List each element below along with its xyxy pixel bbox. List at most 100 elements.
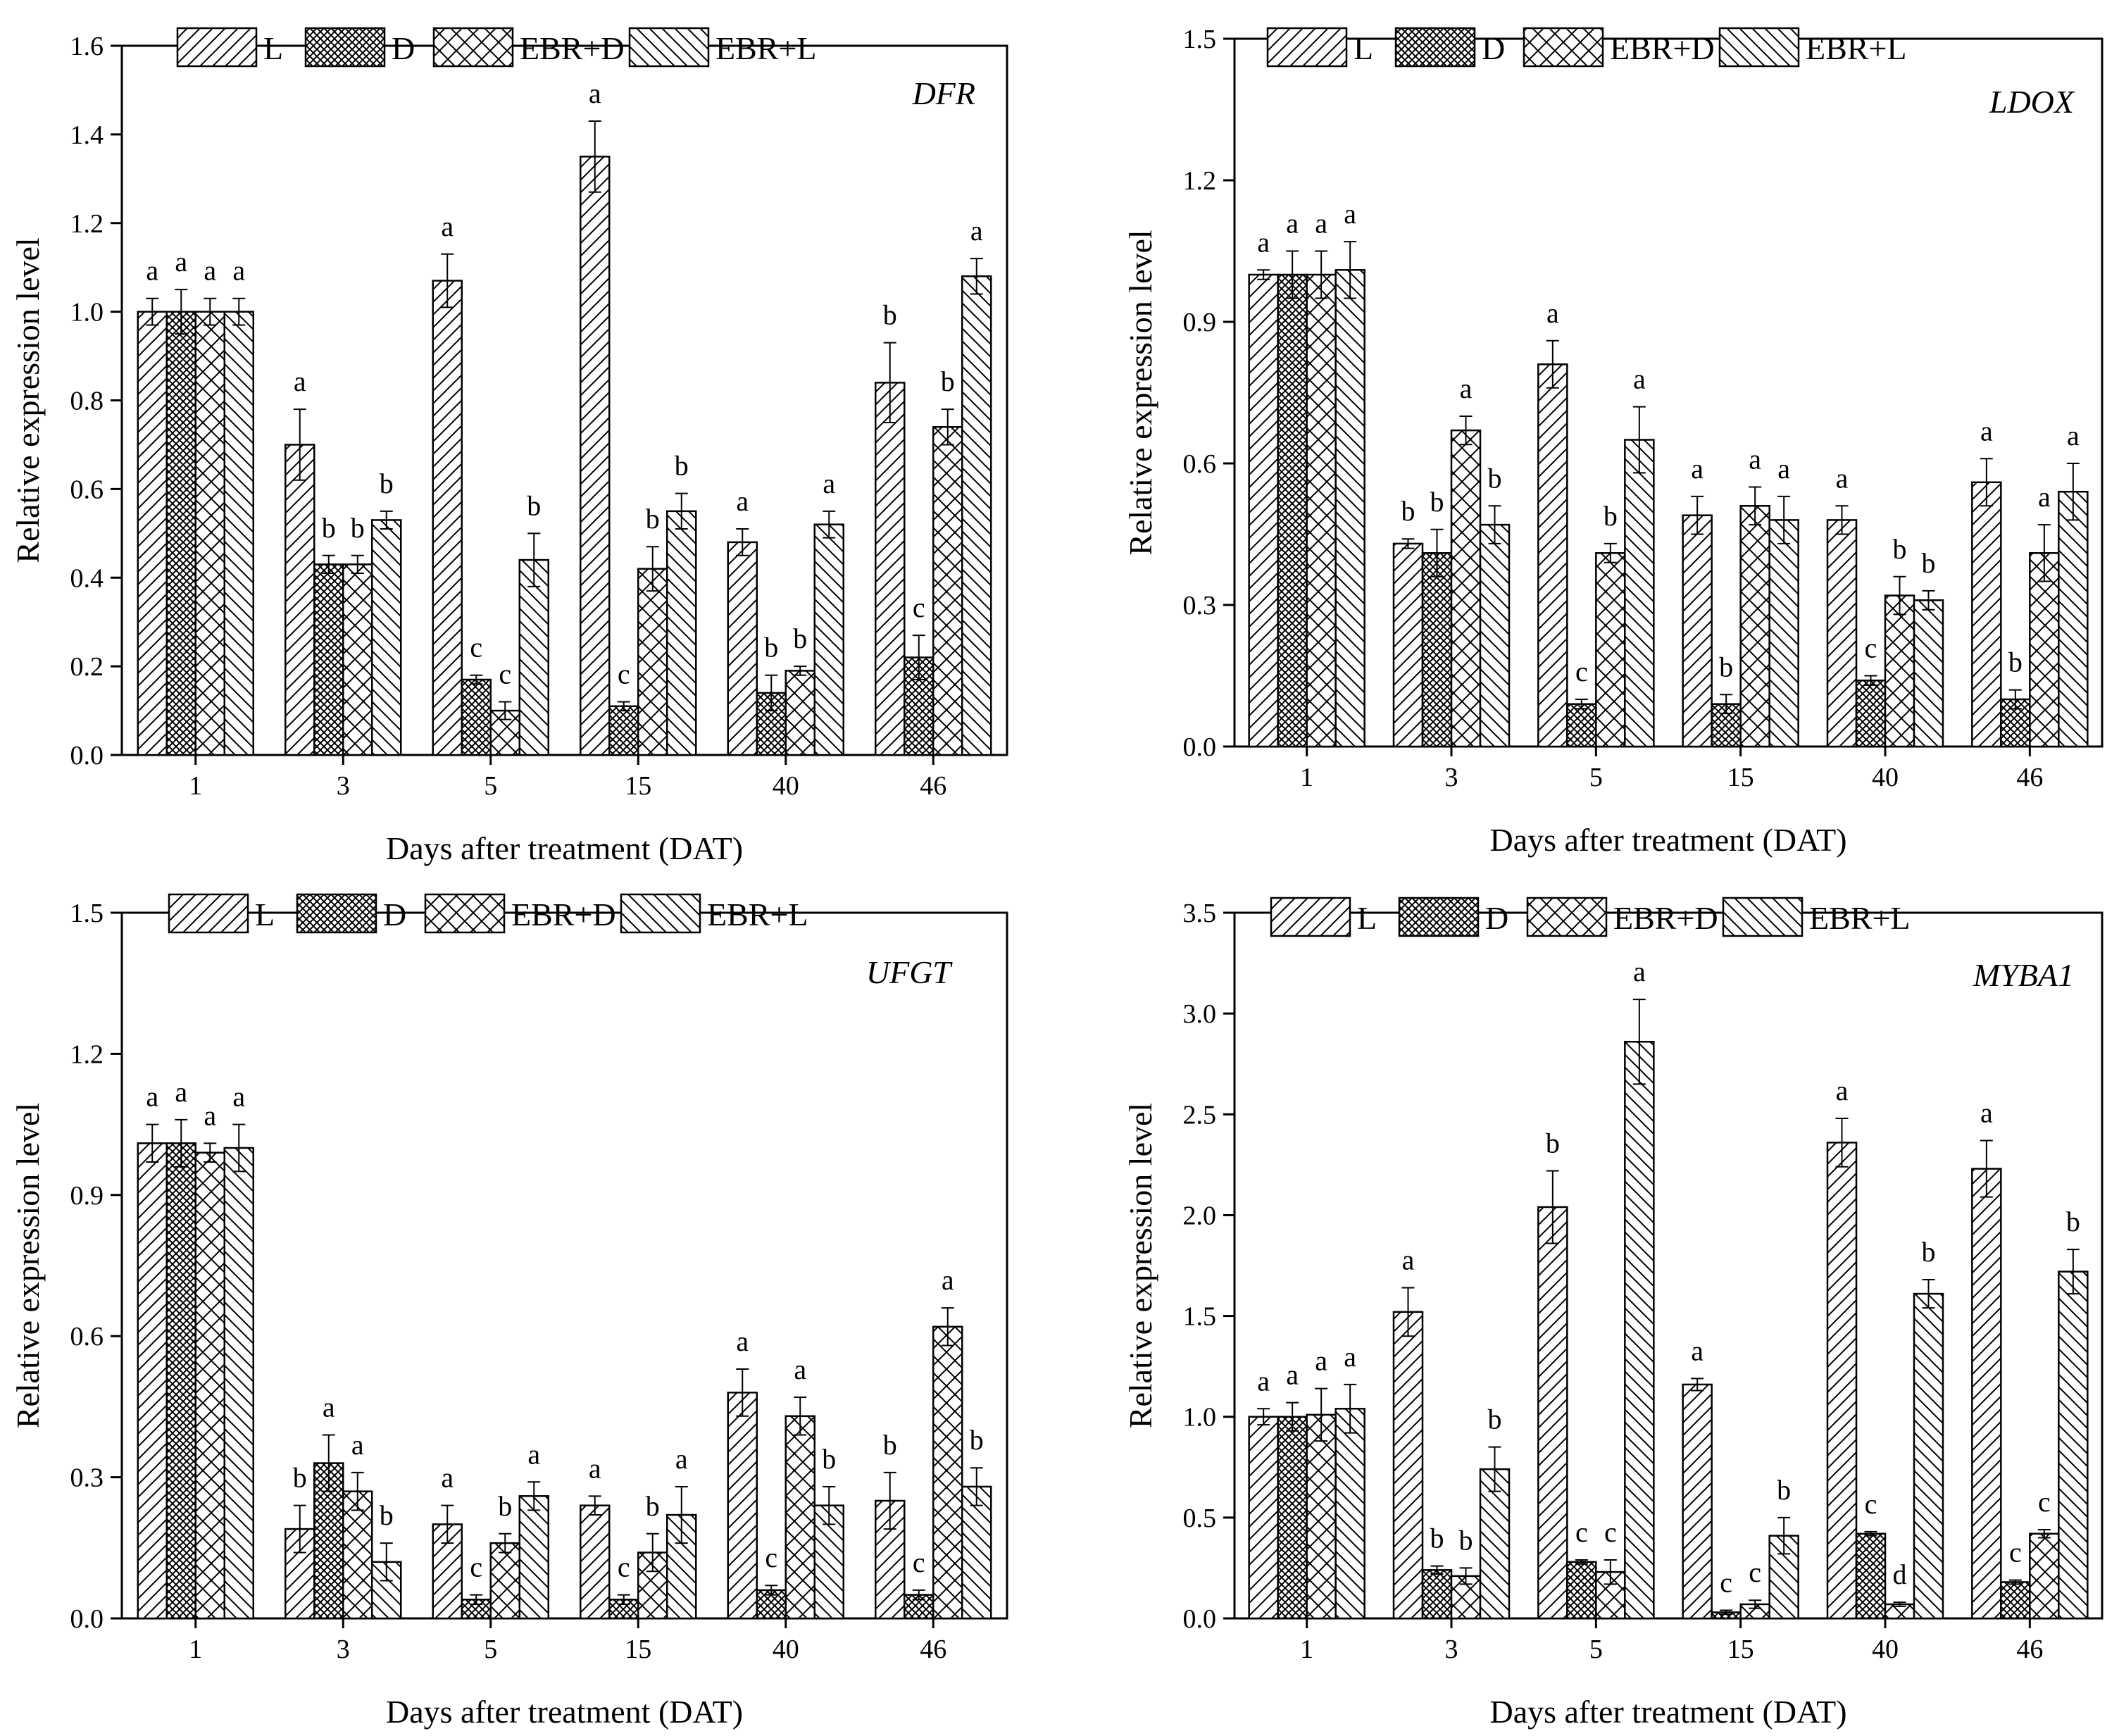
legend-label: L — [263, 30, 283, 66]
significance-letter: a — [1257, 226, 1270, 258]
bar-ebr-l-3 — [1479, 523, 1511, 748]
significance-letter: a — [1344, 1341, 1356, 1373]
significance-letter: a — [1633, 956, 1646, 987]
y-tick-label: 0.6 — [1183, 449, 1217, 479]
significance-letter: a — [2038, 481, 2051, 513]
significance-letter: a — [589, 1452, 601, 1484]
x-tick-label: 1 — [189, 1635, 202, 1664]
significance-letter: b — [793, 623, 807, 654]
x-tick-label: 15 — [625, 771, 651, 801]
bar-ebr-l-40 — [813, 1504, 844, 1620]
significance-letter: a — [1691, 453, 1704, 485]
significance-letter: a — [351, 1429, 364, 1461]
significance-letter: c — [618, 1551, 630, 1583]
x-axis-title: Days after treatment (DAT) — [1489, 1694, 1846, 1730]
significance-letter: a — [1315, 1345, 1327, 1377]
significance-letter: a — [2067, 420, 2080, 451]
plot-frame — [1233, 37, 2104, 748]
significance-letter: b — [883, 1429, 897, 1461]
significance-letter: a — [1691, 1335, 1704, 1366]
significance-letter: b — [1430, 1523, 1444, 1554]
x-tick-label: 5 — [1589, 763, 1603, 792]
bar-l-1 — [137, 311, 168, 756]
x-tick-label: 5 — [484, 1635, 497, 1664]
significance-letter: c — [1865, 1488, 1877, 1520]
bar-l-40 — [1826, 519, 1858, 748]
significance-letter: b — [351, 512, 365, 544]
significance-letter: a — [589, 77, 601, 109]
bar-l-46 — [1971, 1168, 2002, 1620]
significance-letter: a — [736, 485, 749, 517]
legend-label: D — [383, 897, 406, 932]
x-tick-label: 1 — [1300, 763, 1313, 792]
significance-letter: a — [970, 215, 983, 246]
bar-d-1 — [165, 311, 196, 756]
panel-myba1: 0.00.51.01.52.02.53.03.51 3 5 15 40 46aabaaaa… — [1123, 897, 2104, 1730]
significance-letter: b — [322, 512, 336, 544]
significance-letter: a — [175, 1076, 187, 1108]
plot-frame — [1233, 911, 2104, 1620]
significance-letter: b — [498, 1490, 512, 1522]
bar-ebr-l-1 — [223, 1147, 254, 1620]
significance-letter: c — [1575, 1516, 1588, 1548]
significance-letter: a — [1836, 462, 1849, 494]
bar-d-46 — [2000, 1581, 2031, 1620]
legend-swatch-l — [168, 893, 249, 934]
bar-ebr-d-1 — [1306, 273, 1337, 748]
bar-ebr-d-1 — [194, 1151, 225, 1620]
bar-l-40 — [1826, 1142, 1858, 1620]
legend-label: L — [1354, 30, 1373, 66]
bar-ebr-l-3 — [371, 519, 402, 756]
significance-letter: a — [146, 255, 158, 287]
significance-letter: a — [232, 255, 245, 287]
legend-label: EBR+D — [520, 30, 625, 66]
y-axis-title: Relative expression level — [10, 1103, 46, 1428]
significance-letter: a — [294, 366, 306, 397]
bar-ebr-d-15 — [637, 568, 668, 756]
significance-letter: b — [883, 299, 897, 331]
bar-l-5 — [1537, 363, 1568, 748]
y-tick-label: 0.0 — [70, 741, 104, 770]
significance-letter: c — [1749, 1556, 1761, 1588]
legend-label: EBR+L — [1809, 900, 1911, 936]
bar-l-5 — [432, 280, 463, 756]
significance-letter: b — [1488, 462, 1502, 494]
legend-label: EBR+L — [715, 30, 817, 66]
legend-label: EBR+D — [1613, 900, 1718, 936]
y-tick-label: 0.3 — [1183, 591, 1217, 620]
y-tick-label: 1.0 — [1183, 1403, 1217, 1432]
bar-ebr-l-46 — [961, 1485, 992, 1620]
significance-letter: a — [1286, 1359, 1299, 1391]
bar-d-5 — [461, 678, 492, 756]
legend-swatch-l — [176, 27, 258, 68]
bar-l-15 — [580, 1504, 611, 1620]
significance-letter: b — [764, 632, 778, 663]
bar-ebr-d-46 — [932, 1325, 963, 1620]
x-tick-label: 1 — [189, 771, 202, 801]
significance-letter: b — [1546, 1127, 1560, 1159]
bar-ebr-l-40 — [813, 523, 844, 756]
y-tick-label: 3.5 — [1183, 899, 1217, 928]
significance-letter: a — [441, 211, 454, 242]
y-tick-label: 1.0 — [70, 298, 104, 327]
bar-ebr-d-46 — [2029, 552, 2060, 748]
bar-ebr-l-15 — [1768, 519, 1799, 748]
significance-letter: a — [1980, 415, 1993, 447]
x-tick-label: 46 — [920, 771, 946, 801]
legend-swatch-ebr-d — [1526, 897, 1608, 937]
bar-ebr-l-5 — [1624, 439, 1655, 748]
gene-title: LDOX — [1989, 84, 2075, 120]
significance-letter: b — [1604, 500, 1618, 532]
significance-letter: c — [1865, 632, 1877, 664]
significance-letter: a — [675, 1443, 688, 1475]
bar-l-1 — [137, 1142, 168, 1620]
legend-swatch-ebr-d — [424, 893, 506, 934]
significance-letter: b — [1922, 1236, 1936, 1268]
bar-ebr-l-1 — [223, 311, 254, 756]
significance-letter: c — [2009, 1537, 2022, 1568]
significance-letter: b — [293, 1462, 307, 1494]
plot-frame — [120, 44, 1008, 756]
bar-l-3 — [1392, 1311, 1424, 1620]
gene-title: MYBA1 — [1973, 957, 2074, 993]
bar-ebr-d-40 — [785, 1415, 815, 1620]
